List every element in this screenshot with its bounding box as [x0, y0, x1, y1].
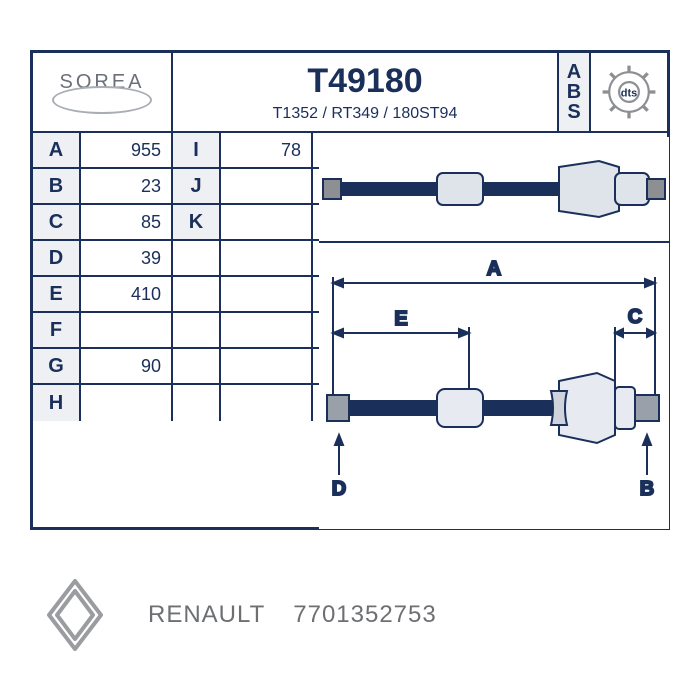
spec-key: D	[33, 241, 81, 275]
dimensioned-drawing: A E C	[319, 241, 669, 529]
svg-text:dts: dts	[621, 87, 638, 99]
spec-value: 39	[81, 241, 173, 275]
spec-value: 410	[81, 277, 173, 311]
spec-key: G	[33, 349, 81, 383]
logo-ellipse	[52, 86, 152, 114]
spec-value: 23	[81, 169, 173, 203]
spec-key: A	[33, 133, 81, 167]
oem-number: 7701352753	[293, 601, 436, 629]
title-cell: T49180 T1352 / RT349 / 180ST94	[173, 53, 557, 131]
cross-references: T1352 / RT349 / 180ST94	[273, 105, 458, 123]
spec-card: SOREA T49180 T1352 / RT349 / 180ST94 ABS	[30, 50, 670, 530]
abs-cell: ABS	[557, 53, 667, 131]
header-row: SOREA T49180 T1352 / RT349 / 180ST94 ABS	[33, 53, 667, 133]
spec-value	[81, 313, 173, 347]
spec-key: I	[173, 133, 221, 167]
part-number: T49180	[307, 62, 422, 101]
spec-key: E	[33, 277, 81, 311]
spec-value: 85	[81, 205, 173, 239]
spec-value	[81, 385, 173, 421]
gear-icon: dts	[591, 53, 667, 131]
spec-key: C	[33, 205, 81, 239]
dim-label-e: E	[394, 308, 407, 330]
spec-value: 90	[81, 349, 173, 383]
renault-logo-icon	[30, 570, 120, 660]
mini-drawing	[319, 137, 669, 241]
spec-value	[221, 169, 313, 203]
spec-key: B	[33, 169, 81, 203]
spec-value	[221, 205, 313, 239]
dim-label-c: C	[628, 306, 642, 328]
brand-name: RENAULT	[148, 601, 265, 629]
abs-label: ABS	[559, 53, 591, 131]
spec-value: 78	[221, 133, 313, 167]
manufacturer-logo-cell: SOREA	[33, 53, 173, 131]
spec-key: K	[173, 205, 221, 239]
spec-key: J	[173, 169, 221, 203]
spec-key: H	[33, 385, 81, 421]
dim-label-b: B	[640, 478, 654, 500]
dim-label-a: A	[487, 258, 501, 280]
spec-value: 955	[81, 133, 173, 167]
dim-label-d: D	[332, 478, 346, 500]
footer: RENAULT 7701352753	[30, 560, 670, 670]
spec-key: F	[33, 313, 81, 347]
